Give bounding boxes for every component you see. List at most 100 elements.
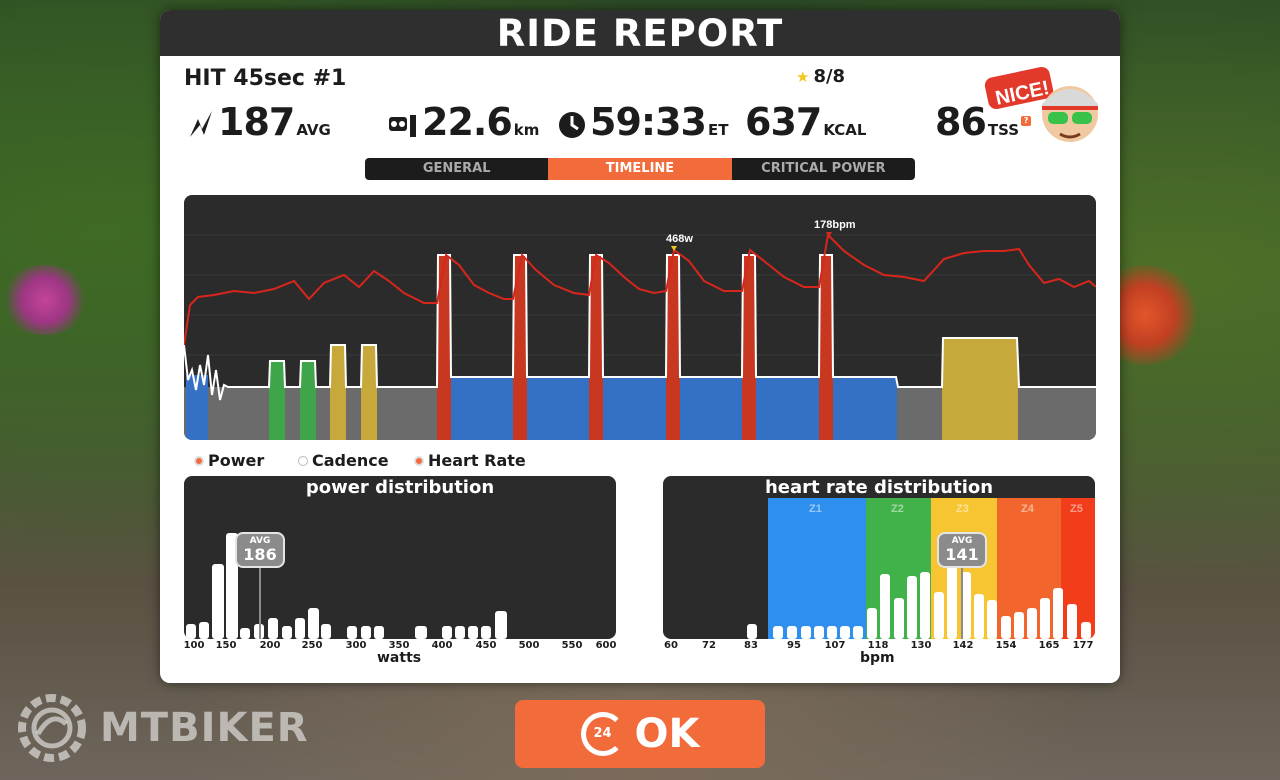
tss-info-icon[interactable]: ? — [1021, 116, 1032, 126]
stat-tss: 86 TSS? — [935, 100, 1032, 144]
stars-count: ★ 8/8 — [796, 66, 845, 87]
hr-bar — [814, 626, 824, 639]
power-tick: 350 — [388, 640, 410, 651]
power-bar — [308, 608, 319, 639]
timeline-block-green — [269, 361, 285, 440]
tss-unit: TSS — [987, 121, 1020, 139]
power-distribution-chart: power distribution AVG 186 — [184, 476, 616, 639]
timeline-block-yellow — [330, 345, 346, 440]
hr-bar — [1081, 622, 1091, 639]
tab-timeline[interactable]: TIMELINE — [548, 158, 732, 180]
hr-tick: 83 — [744, 640, 758, 651]
power-bar — [347, 626, 357, 639]
hr-peak-label: 178bpm — [814, 219, 856, 231]
power-avg-value: 186 — [243, 545, 277, 564]
hr-tick: 107 — [824, 640, 846, 651]
hr-bar — [747, 624, 757, 639]
hr-bar — [827, 626, 837, 639]
power-bar — [199, 622, 209, 639]
hr-bar — [1014, 612, 1024, 639]
power-icon — [190, 111, 212, 137]
legend-cadence[interactable]: Cadence — [298, 451, 389, 470]
hr-bar — [974, 594, 984, 639]
hr-zone-z1-label: Z1 — [809, 503, 822, 515]
hr-avg-line — [961, 566, 963, 639]
timeline-interval-red — [589, 255, 603, 440]
mtbiker-watermark: MTBIKER — [14, 690, 309, 766]
clock-icon — [559, 112, 585, 138]
hr-bar — [773, 626, 783, 639]
hr-avg-value: 141 — [945, 545, 979, 564]
ok-button[interactable]: 24 OK — [515, 700, 765, 768]
hr-tick: 95 — [787, 640, 801, 651]
hr-distribution-chart: Z1 Z2 Z3 Z4 Z5 heart rate distribution A… — [663, 476, 1095, 639]
hr-bar — [840, 626, 850, 639]
hr-distribution-svg: Z1 Z2 Z3 Z4 Z5 — [747, 498, 1095, 639]
hr-bar — [934, 592, 944, 639]
hr-bar — [880, 574, 890, 639]
timeline-interval-red — [742, 255, 756, 440]
hr-tick: 118 — [867, 640, 889, 651]
timeline-svg: 468w 178bpm — [184, 219, 1096, 440]
power-tick: 300 — [345, 640, 367, 651]
distance-unit: km — [513, 121, 540, 139]
calories-unit: KCAL — [823, 121, 867, 139]
stat-distance: 22.6 km — [388, 100, 539, 144]
gear-logo-icon — [18, 694, 86, 762]
hr-bar — [961, 572, 971, 639]
hr-bar — [787, 626, 797, 639]
stat-calories: 637 KCAL — [745, 100, 866, 144]
hr-x-label: bpm — [860, 650, 895, 666]
hr-peak-marker — [826, 232, 832, 237]
star-icon: ★ — [796, 68, 810, 86]
power-bar — [442, 626, 452, 639]
legend-heart-rate[interactable]: Heart Rate — [414, 451, 526, 470]
time-unit: ET — [707, 121, 729, 139]
hr-bar — [987, 600, 997, 639]
heart-rate-line — [184, 232, 1096, 346]
timeline-block-blue — [186, 375, 208, 440]
report-tabs: GENERAL TIMELINE CRITICAL POWER — [365, 158, 915, 180]
power-tick: 450 — [475, 640, 497, 651]
power-tick: 250 — [301, 640, 323, 651]
legend-cadence-label: Cadence — [312, 451, 389, 470]
panel-title: RIDE REPORT — [160, 10, 1120, 56]
distance-icon — [389, 115, 416, 137]
power-tick: 550 — [561, 640, 583, 651]
power-distribution-title: power distribution — [305, 477, 495, 498]
power-bar — [321, 624, 331, 639]
hr-bar — [894, 598, 904, 639]
power-bar — [268, 618, 278, 639]
legend-cadence-dot — [298, 456, 308, 466]
hr-avg-label: AVG — [951, 536, 973, 546]
hr-bar — [801, 626, 811, 639]
power-tick: 200 — [259, 640, 281, 651]
hr-zone-z5 — [1061, 498, 1095, 639]
ok-logo-icon: 24 — [580, 712, 625, 756]
stat-power: 187 AVG — [188, 100, 331, 144]
power-bar — [455, 626, 465, 639]
legend-power[interactable]: Power — [194, 451, 264, 470]
legend-power-label: Power — [208, 451, 265, 470]
power-bar — [212, 564, 224, 639]
power-tick: 100 — [183, 640, 205, 651]
tab-general[interactable]: GENERAL — [422, 161, 491, 176]
hr-zone-z2-label: Z2 — [891, 503, 904, 515]
power-bar — [481, 626, 491, 639]
timeline-interval-red — [819, 255, 833, 440]
hr-bar — [1040, 598, 1050, 639]
hr-tick: 154 — [995, 640, 1017, 651]
timeline-interval-red — [513, 255, 527, 440]
timeline-block-yellow — [361, 345, 377, 440]
watermark-text: MTBIKER — [100, 705, 309, 751]
tab-critical-power[interactable]: CRITICAL POWER — [761, 161, 886, 176]
distance-value: 22.6 — [422, 100, 513, 144]
timeline-block-green — [300, 361, 316, 440]
power-bar — [282, 626, 292, 639]
background-flowers — [0, 265, 90, 335]
hr-bar — [1067, 604, 1077, 639]
power-bar — [295, 618, 305, 639]
stars-value: 8/8 — [813, 66, 846, 87]
hr-tick: 177 — [1072, 640, 1094, 651]
power-peak-label: 468w — [666, 233, 693, 245]
